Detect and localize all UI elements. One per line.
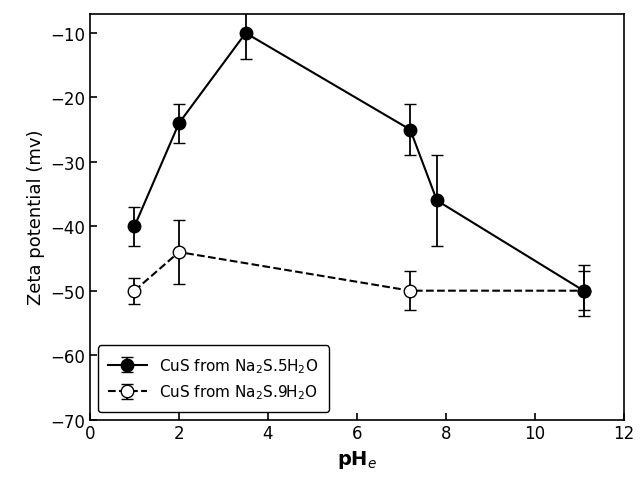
- X-axis label: pH$_e$: pH$_e$: [337, 448, 377, 470]
- Y-axis label: Zeta potential (mv): Zeta potential (mv): [26, 130, 44, 305]
- Legend: CuS from Na$_2$S.5H$_2$O, CuS from Na$_2$S.9H$_2$O: CuS from Na$_2$S.5H$_2$O, CuS from Na$_2…: [98, 346, 329, 412]
